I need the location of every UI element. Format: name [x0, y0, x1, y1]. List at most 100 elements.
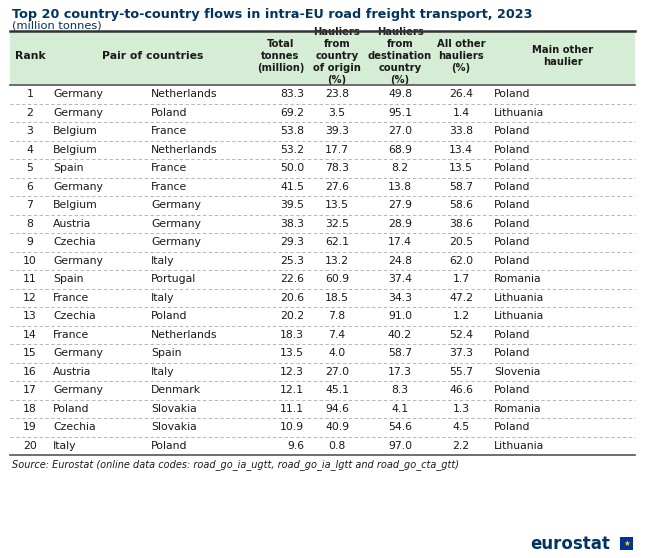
Text: 13.4: 13.4 [449, 145, 473, 155]
Text: Poland: Poland [494, 126, 530, 136]
Text: Hauliers
from
destination
country
(%): Hauliers from destination country (%) [368, 27, 432, 85]
Text: 20: 20 [23, 441, 37, 451]
Text: Top 20 country-to-country flows in intra-EU road freight transport, 2023: Top 20 country-to-country flows in intra… [12, 8, 533, 21]
Text: Czechia: Czechia [53, 422, 95, 432]
Text: 17: 17 [23, 385, 37, 395]
Text: Lithuania: Lithuania [494, 311, 544, 321]
Text: Italy: Italy [151, 293, 175, 303]
Text: 10: 10 [23, 256, 37, 266]
Text: Czechia: Czechia [53, 237, 95, 247]
Text: Poland: Poland [494, 145, 530, 155]
Text: Italy: Italy [53, 441, 77, 451]
Text: Romania: Romania [494, 404, 542, 413]
Text: 6: 6 [26, 182, 34, 192]
Text: 32.5: 32.5 [325, 219, 349, 229]
Text: 27.9: 27.9 [388, 200, 412, 210]
Text: Netherlands: Netherlands [151, 330, 217, 340]
Text: 60.9: 60.9 [325, 274, 349, 284]
Text: Spain: Spain [53, 163, 83, 173]
Text: France: France [151, 163, 187, 173]
Text: 13.8: 13.8 [388, 182, 412, 192]
Text: 95.1: 95.1 [388, 108, 412, 118]
Text: 13.5: 13.5 [280, 348, 304, 358]
Text: 1.2: 1.2 [452, 311, 470, 321]
Text: 1: 1 [26, 89, 34, 99]
Text: 4.5: 4.5 [452, 422, 470, 432]
Text: 62.0: 62.0 [449, 256, 473, 266]
Text: 40.9: 40.9 [325, 422, 349, 432]
Text: 10.9: 10.9 [280, 422, 304, 432]
Text: 1.4: 1.4 [452, 108, 470, 118]
Text: 13.2: 13.2 [325, 256, 349, 266]
Text: 38.3: 38.3 [280, 219, 304, 229]
Text: Austria: Austria [53, 219, 92, 229]
Text: (million tonnes): (million tonnes) [12, 21, 102, 31]
Text: 22.6: 22.6 [280, 274, 304, 284]
Text: Poland: Poland [494, 163, 530, 173]
Text: Denmark: Denmark [151, 385, 201, 395]
Bar [620, 537, 633, 550]
Text: 16: 16 [23, 367, 37, 377]
Text: 12: 12 [23, 293, 37, 303]
Text: Lithuania: Lithuania [494, 293, 544, 303]
Text: Poland: Poland [494, 422, 530, 432]
Text: 27.6: 27.6 [325, 182, 349, 192]
Text: 68.9: 68.9 [388, 145, 412, 155]
Text: Romania: Romania [494, 274, 542, 284]
Text: Total
tonnes
(million): Total tonnes (million) [257, 39, 304, 73]
Text: 4: 4 [26, 145, 34, 155]
Text: Poland: Poland [494, 330, 530, 340]
Text: 41.5: 41.5 [280, 182, 304, 192]
Text: Belgium: Belgium [53, 145, 98, 155]
Text: 7.8: 7.8 [328, 311, 346, 321]
Text: Slovakia: Slovakia [151, 422, 197, 432]
Text: 52.4: 52.4 [449, 330, 473, 340]
Text: 94.6: 94.6 [325, 404, 349, 413]
Text: 13.5: 13.5 [325, 200, 349, 210]
Text: 8.2: 8.2 [392, 163, 408, 173]
Text: 15: 15 [23, 348, 37, 358]
Text: 12.1: 12.1 [280, 385, 304, 395]
Text: 4.1: 4.1 [392, 404, 408, 413]
Text: 17.4: 17.4 [388, 237, 412, 247]
Text: All other
hauliers
(%): All other hauliers (%) [437, 39, 485, 73]
Text: Germany: Germany [151, 200, 201, 210]
Text: 39.5: 39.5 [280, 200, 304, 210]
Text: Germany: Germany [53, 182, 103, 192]
Text: 17.3: 17.3 [388, 367, 412, 377]
Text: Slovenia: Slovenia [494, 367, 541, 377]
Text: 62.1: 62.1 [325, 237, 349, 247]
Text: Lithuania: Lithuania [494, 441, 544, 451]
Text: 8.3: 8.3 [392, 385, 408, 395]
Text: Germany: Germany [151, 219, 201, 229]
Text: Belgium: Belgium [53, 200, 98, 210]
Text: 20.6: 20.6 [280, 293, 304, 303]
Text: France: France [53, 330, 89, 340]
Text: 53.8: 53.8 [280, 126, 304, 136]
Text: Spain: Spain [53, 274, 83, 284]
Text: 18.5: 18.5 [325, 293, 349, 303]
Text: ★: ★ [623, 539, 630, 548]
Text: 37.3: 37.3 [449, 348, 473, 358]
Text: 11: 11 [23, 274, 37, 284]
Text: Italy: Italy [151, 367, 175, 377]
Text: 53.2: 53.2 [280, 145, 304, 155]
Text: 5: 5 [26, 163, 34, 173]
Text: 14: 14 [23, 330, 37, 340]
Text: 40.2: 40.2 [388, 330, 412, 340]
Text: Germany: Germany [53, 385, 103, 395]
Text: Poland: Poland [494, 237, 530, 247]
Text: 78.3: 78.3 [325, 163, 349, 173]
Text: 83.3: 83.3 [280, 89, 304, 99]
Text: Czechia: Czechia [53, 311, 95, 321]
Text: Germany: Germany [53, 108, 103, 118]
Text: Source: Eurostat (online data codes: road_go_ia_ugtt, road_go_ia_lgtt and road_g: Source: Eurostat (online data codes: roa… [12, 459, 459, 470]
Text: 3.5: 3.5 [328, 108, 346, 118]
Text: 2: 2 [26, 108, 34, 118]
Text: Poland: Poland [53, 404, 90, 413]
Text: 26.4: 26.4 [449, 89, 473, 99]
Text: Spain: Spain [151, 348, 181, 358]
Text: Poland: Poland [494, 385, 530, 395]
Text: 58.7: 58.7 [388, 348, 412, 358]
Text: eurostat: eurostat [530, 535, 610, 553]
